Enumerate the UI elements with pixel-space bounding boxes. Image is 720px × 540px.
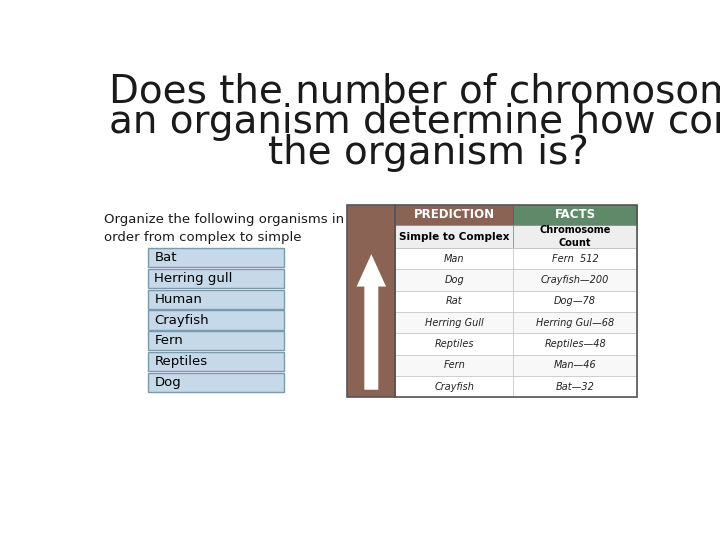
Bar [347,205,395,397]
Bar [513,269,637,291]
Text: Fern  512: Fern 512 [552,254,598,264]
Bar [148,331,284,350]
Bar [148,310,284,330]
Bar [513,248,637,269]
Text: Chromosome
Count: Chromosome Count [539,225,611,248]
Bar [148,269,284,288]
Bar [148,248,284,267]
Bar [395,291,513,312]
Text: the organism is?: the organism is? [269,134,589,172]
Text: Rat: Rat [446,296,462,306]
Text: Herring Gull: Herring Gull [425,318,484,328]
Text: Does the number of chromosomes in: Does the number of chromosomes in [109,72,720,111]
Bar [395,248,513,269]
Text: PREDICTION: PREDICTION [414,208,495,221]
Text: Reptiles: Reptiles [154,355,207,368]
Bar [513,312,637,333]
Bar [395,205,513,225]
Bar [395,355,513,376]
Bar [513,355,637,376]
Bar [148,373,284,392]
Text: Bat—32: Bat—32 [556,382,595,392]
Text: Crayfish: Crayfish [154,314,209,327]
Text: Herring gull: Herring gull [154,272,233,285]
Bar [395,225,513,248]
Bar [395,312,513,333]
Text: Man—46: Man—46 [554,360,597,370]
Text: Crayfish—200: Crayfish—200 [541,275,609,285]
Text: Fern: Fern [154,334,183,347]
Text: Man: Man [444,254,464,264]
Bar [513,225,637,248]
Bar [395,269,513,291]
Text: Crayfish: Crayfish [434,382,474,392]
Bar [148,289,284,309]
Text: Simple to Complex: Simple to Complex [399,232,510,241]
Bar [395,205,637,397]
Text: FACTS: FACTS [554,208,595,221]
Text: an organism determine how complex: an organism determine how complex [109,103,720,141]
Text: Dog—78: Dog—78 [554,296,596,306]
Bar [148,352,284,372]
Bar [395,333,513,355]
Bar [513,376,637,397]
Text: Human: Human [154,293,202,306]
Text: Reptiles: Reptiles [434,339,474,349]
Text: Reptiles—48: Reptiles—48 [544,339,606,349]
Bar [513,205,637,225]
Text: Dog: Dog [444,275,464,285]
Polygon shape [356,254,386,390]
Bar [513,333,637,355]
Text: Organize the following organisms in
order from complex to simple: Organize the following organisms in orde… [104,213,344,244]
Text: Herring Gul—68: Herring Gul—68 [536,318,614,328]
Bar [513,291,637,312]
Bar [395,376,513,397]
Text: Fern: Fern [444,360,465,370]
Text: Bat: Bat [154,251,177,264]
Bar [347,205,395,397]
Text: Dog: Dog [154,376,181,389]
